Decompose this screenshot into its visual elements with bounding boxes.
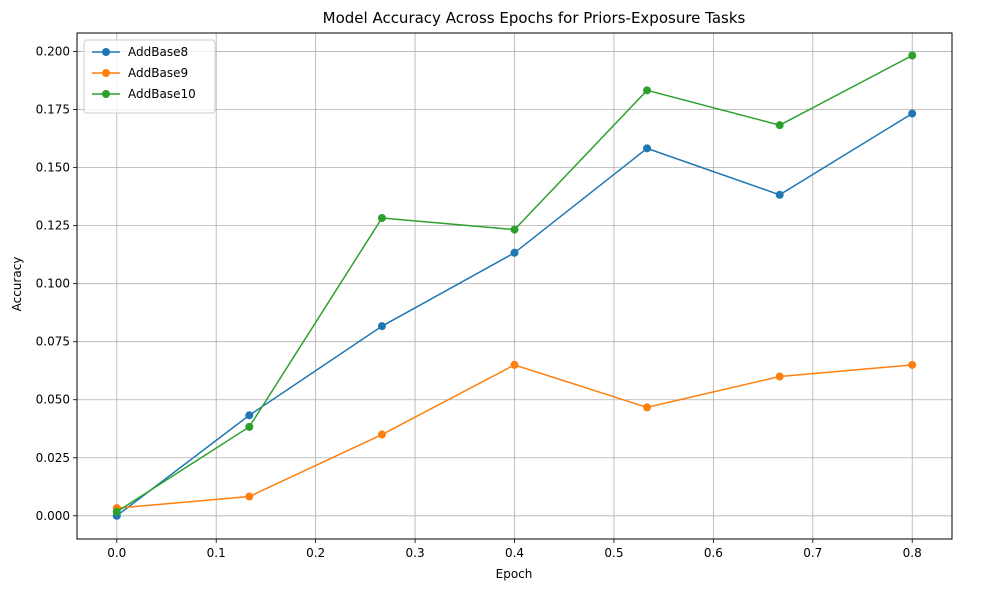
- legend-label: AddBase10: [128, 87, 196, 101]
- legend-swatch-marker: [102, 90, 110, 98]
- series-addbase10: [112, 51, 917, 516]
- x-tick-label: 0.0: [107, 546, 126, 560]
- data-point: [510, 225, 519, 234]
- series-layer: [112, 51, 917, 520]
- data-point: [908, 51, 917, 60]
- legend: AddBase8 AddBase9 AddBase10: [83, 39, 216, 114]
- series-addbase9: [112, 360, 917, 513]
- data-point: [377, 213, 386, 222]
- data-point: [245, 411, 254, 420]
- legend-swatch-marker: [102, 69, 110, 77]
- data-point: [112, 507, 121, 516]
- legend-swatch-marker: [102, 48, 110, 56]
- x-tick-label: 0.4: [505, 546, 524, 560]
- data-point: [510, 248, 519, 257]
- data-point: [377, 430, 386, 439]
- series-addbase8: [112, 109, 917, 520]
- y-tick-label: 0.075: [36, 335, 70, 349]
- data-point: [643, 86, 652, 95]
- data-point: [775, 190, 784, 199]
- y-tick-label: 0.050: [36, 393, 70, 407]
- x-tick-label: 0.5: [604, 546, 623, 560]
- y-tick-label: 0.125: [36, 219, 70, 233]
- x-tick-label: 0.1: [207, 546, 226, 560]
- data-point: [510, 360, 519, 369]
- x-tick-label: 0.8: [903, 546, 922, 560]
- x-axis-label: Epoch: [496, 567, 533, 581]
- data-point: [775, 121, 784, 130]
- y-tick-label: 0.150: [36, 161, 70, 175]
- x-tick-label: 0.3: [406, 546, 425, 560]
- y-tick-label: 0.175: [36, 103, 70, 117]
- data-point: [908, 360, 917, 369]
- legend-item: AddBase9: [92, 66, 188, 80]
- ticks: 0.0 0.1 0.2 0.3 0.4 0.5 0.6 0.7 0.8 0.000 0.025 0.0…: [36, 45, 922, 560]
- y-tick-label: 0.200: [36, 45, 70, 59]
- grid: [77, 33, 952, 539]
- data-point: [643, 144, 652, 153]
- data-point: [643, 403, 652, 412]
- legend-label: AddBase8: [128, 45, 188, 59]
- chart-title: Model Accuracy Across Epochs for Priors-…: [323, 9, 746, 27]
- data-point: [377, 322, 386, 331]
- y-tick-label: 0.025: [36, 451, 70, 465]
- y-axis-label: Accuracy: [10, 257, 24, 312]
- x-tick-label: 0.7: [803, 546, 822, 560]
- legend-label: AddBase9: [128, 66, 188, 80]
- x-tick-label: 0.6: [704, 546, 723, 560]
- data-point: [245, 422, 254, 431]
- data-point: [245, 492, 254, 501]
- legend-item: AddBase8: [92, 45, 188, 59]
- y-tick-label: 0.000: [36, 509, 70, 523]
- y-tick-label: 0.100: [36, 277, 70, 291]
- x-tick-label: 0.2: [306, 546, 325, 560]
- legend-item: AddBase10: [92, 87, 196, 101]
- data-point: [908, 109, 917, 118]
- data-point: [775, 372, 784, 381]
